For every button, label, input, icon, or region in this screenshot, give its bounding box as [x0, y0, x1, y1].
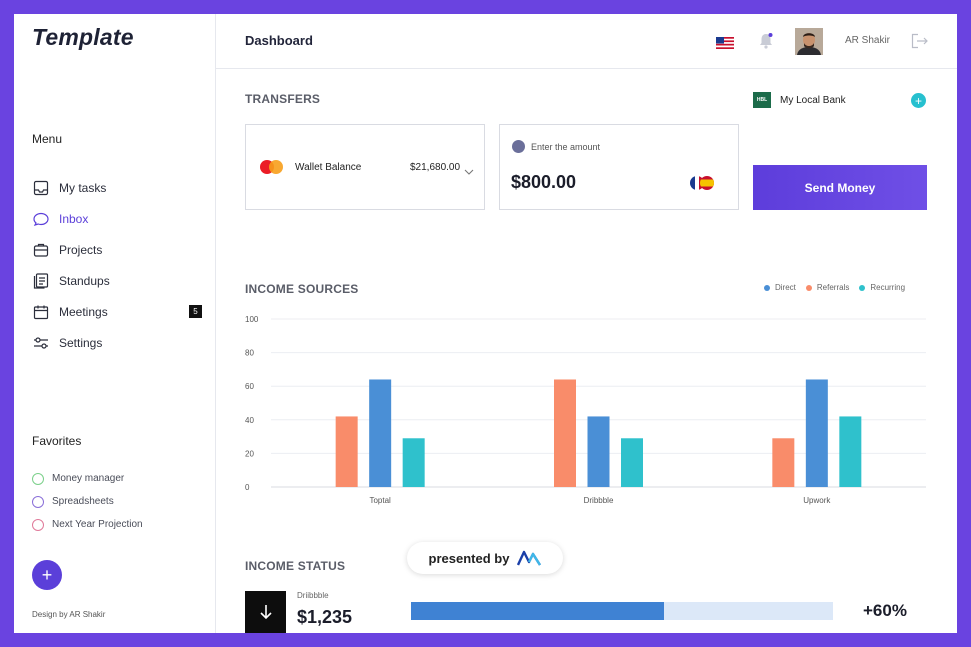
sidebar-item-label: Projects [59, 242, 103, 257]
user-icon [512, 140, 525, 153]
y-tick-label: 40 [245, 416, 254, 425]
arrow-down-icon [245, 591, 286, 633]
favorite-label: Next Year Projection [52, 519, 143, 530]
income-percent: +60% [863, 601, 907, 620]
send-money-button[interactable]: Send Money [753, 165, 927, 210]
chevron-down-icon[interactable] [464, 163, 474, 181]
y-tick-label: 20 [245, 449, 254, 458]
bank-logo-icon: HBL [753, 92, 771, 108]
sidebar-item-label: Settings [59, 335, 103, 350]
mastercard-icon [258, 159, 286, 175]
bar-recurring-dribbble [621, 438, 643, 487]
sidebar-item-label: Meetings [59, 304, 108, 319]
favorite-item-money-manager[interactable]: Money manager [32, 467, 143, 490]
presented-by-label: presented by [428, 550, 510, 566]
legend-item-referrals[interactable]: Referrals [805, 283, 850, 292]
y-tick-label: 0 [245, 483, 250, 492]
x-tick-label: Dribbble [584, 496, 614, 505]
bar-direct-dribbble [587, 416, 610, 487]
chart-legend: Direct Referrals Recurring [764, 283, 915, 292]
sidebar-nav: My tasks Inbox Projects Standups [32, 172, 202, 358]
documents-icon [32, 272, 49, 289]
sidebar-item-inbox[interactable]: Inbox [32, 203, 202, 234]
income-status-title: INCOME STATUS [245, 559, 346, 573]
add-button[interactable]: + [32, 560, 62, 590]
us-flag-icon[interactable] [716, 36, 734, 49]
legend-label: Referrals [816, 283, 850, 292]
bar-direct-toptal [369, 379, 392, 487]
app-window: Template Menu My tasks Inbox Projects [14, 14, 957, 633]
design-credit: Design by AR Shakir [32, 610, 106, 619]
amount-input[interactable]: $800.00 [511, 172, 577, 192]
favorite-dot [32, 495, 44, 508]
calendar-icon [32, 303, 49, 320]
legend-label: Recurring [870, 283, 906, 292]
page-title: Dashboard [245, 33, 313, 48]
chat-icon [32, 210, 49, 227]
sliders-icon [32, 334, 49, 351]
income-progress-bar [411, 602, 833, 620]
income-progress-fill [411, 602, 665, 620]
logout-icon[interactable] [911, 33, 928, 54]
notification-bell-icon[interactable] [757, 32, 775, 55]
wallet-balance-card[interactable]: Wallet Balance $21,680.00 [245, 124, 485, 210]
sidebar-item-standups[interactable]: Standups [32, 265, 202, 296]
favorites-list: Money manager Spreadsheets Next Year Pro… [32, 467, 143, 536]
sidebar-item-label: Standups [59, 273, 110, 288]
top-header: Dashboard AR Shakir [216, 14, 957, 69]
bank-name[interactable]: My Local Bank [780, 95, 846, 106]
sidebar-item-projects[interactable]: Projects [32, 234, 202, 265]
x-tick-label: Toptal [369, 496, 391, 505]
app-logo[interactable]: Template [32, 24, 134, 50]
presented-by-badge[interactable]: presented by [407, 542, 563, 574]
income-status-value: $1,235 [297, 607, 353, 627]
bar-recurring-toptal [402, 438, 425, 487]
inbox-tray-icon [32, 179, 49, 196]
user-name[interactable]: AR Shakir [845, 35, 891, 46]
income-sources-title: INCOME SOURCES [245, 282, 359, 296]
favorite-item-next-year-projection[interactable]: Next Year Projection [32, 513, 143, 536]
y-tick-label: 80 [245, 349, 254, 358]
sidebar: Template Menu My tasks Inbox Projects [14, 14, 216, 633]
income-status-source: Driibbble [297, 591, 329, 600]
bar-referrals-toptal [335, 416, 358, 487]
bar-direct-upwork [805, 379, 828, 487]
add-bank-button[interactable]: + [911, 93, 926, 108]
favorite-dot [32, 518, 44, 531]
bar-referrals-dribbble [554, 379, 576, 487]
legend-item-direct[interactable]: Direct [764, 283, 796, 292]
sidebar-item-my-tasks[interactable]: My tasks [32, 172, 202, 203]
user-avatar[interactable] [795, 28, 823, 55]
meetings-count-badge: 5 [189, 305, 202, 318]
bar-referrals-upwork [772, 438, 795, 487]
legend-label: Direct [775, 283, 796, 292]
wallet-balance-value: $21,680.00 [410, 162, 461, 173]
x-tick-label: Upwork [803, 496, 831, 505]
favorites-title: Favorites [32, 434, 82, 448]
transfers-title: TRANSFERS [245, 92, 321, 106]
y-tick-label: 100 [245, 315, 259, 324]
currency-flags-icon[interactable] [689, 175, 717, 196]
wallet-balance-label: Wallet Balance [295, 162, 362, 173]
favorite-dot [32, 472, 44, 485]
briefcase-icon [32, 241, 49, 258]
favorite-label: Money manager [52, 473, 125, 484]
y-tick-label: 60 [245, 382, 254, 391]
sidebar-item-meetings[interactable]: Meetings 5 [32, 296, 202, 327]
favorite-item-spreadsheets[interactable]: Spreadsheets [32, 490, 143, 513]
bar-recurring-upwork [839, 416, 862, 487]
income-sources-chart: 0 20 40 60 80 100 Toptal Dribbble Upwork [245, 315, 926, 505]
sidebar-item-label: Inbox [59, 211, 89, 226]
menu-title: Menu [32, 132, 63, 146]
legend-item-recurring[interactable]: Recurring [859, 283, 905, 292]
amount-label: Enter the amount [531, 142, 601, 152]
sidebar-item-settings[interactable]: Settings [32, 327, 202, 358]
brand-logo-icon [517, 550, 542, 566]
sidebar-item-label: My tasks [59, 180, 107, 195]
amount-card[interactable]: Enter the amount $800.00 [499, 124, 739, 210]
favorite-label: Spreadsheets [52, 496, 114, 507]
